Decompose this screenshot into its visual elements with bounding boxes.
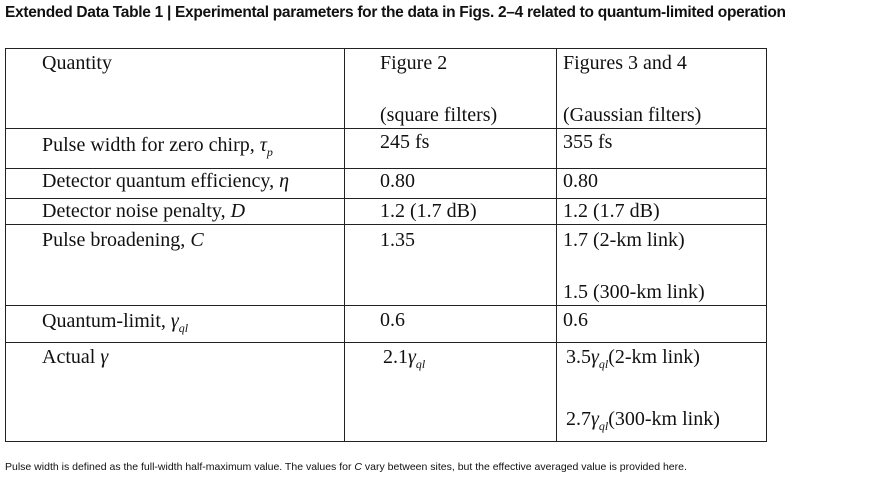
text: Pulse width for zero chirp, <box>42 134 260 156</box>
cell: Actual γ <box>42 345 108 369</box>
cell: 355 fs <box>563 131 613 153</box>
cell: 1.35 <box>380 229 415 251</box>
text: (2-km link) <box>608 346 700 368</box>
header-cell: Figures 3 and 4 <box>563 52 687 74</box>
subscript: ql <box>598 357 609 371</box>
cell: 0.6 <box>563 309 588 331</box>
cell: Detector quantum efficiency, η <box>42 169 289 193</box>
header-cell: (square filters) <box>380 104 498 126</box>
text: vary between sites, but the effective av… <box>361 461 687 473</box>
cell: Detector noise penalty, D <box>42 199 245 223</box>
cell: 2.1γql <box>383 345 426 371</box>
cell: 1.5 (300-km link) <box>563 281 705 303</box>
cell: 3.5γql(2-km link) <box>566 345 700 371</box>
symbol: γ <box>408 346 416 368</box>
symbol: γ <box>591 346 599 368</box>
text: Pulse broadening, <box>42 229 191 251</box>
text: 2.1 <box>383 346 408 368</box>
text: Quantum-limit, <box>42 310 171 332</box>
text: 3.5 <box>566 346 591 368</box>
cell: 0.80 <box>563 170 598 192</box>
cell: 1.7 (2-km link) <box>563 229 685 251</box>
text: Detector quantum efficiency, <box>42 170 280 192</box>
text: 2.7 <box>566 408 591 430</box>
symbol: γ <box>170 310 179 332</box>
cell: 0.80 <box>380 170 415 192</box>
cell: 1.2 (1.7 dB) <box>563 200 660 222</box>
cell: 1.2 (1.7 dB) <box>380 200 477 222</box>
cell: 2.7γql(300-km link) <box>566 407 720 433</box>
symbol: γ <box>100 346 109 368</box>
subscript: p <box>266 145 273 159</box>
symbol: C <box>354 461 362 473</box>
table-border <box>5 48 767 442</box>
symbol: γ <box>591 408 599 430</box>
cell: Quantum-limit, γql <box>42 309 189 335</box>
symbol: C <box>190 229 204 251</box>
subscript: ql <box>598 419 609 433</box>
subscript: ql <box>178 321 189 335</box>
header-cell: Figure 2 <box>380 52 448 74</box>
header-cell: Quantity <box>42 52 112 74</box>
symbol: η <box>279 170 290 192</box>
cell: Pulse width for zero chirp, τp <box>42 133 273 159</box>
table-title: Extended Data Table 1 | Experimental par… <box>5 4 786 21</box>
cell: 245 fs <box>380 131 430 153</box>
text: Detector noise penalty, <box>42 200 231 222</box>
subscript: ql <box>415 357 426 371</box>
text: Pulse width is defined as the full-width… <box>5 461 355 473</box>
text: Actual <box>42 346 101 368</box>
footnote: Pulse width is defined as the full-width… <box>5 461 687 473</box>
cell: Pulse broadening, C <box>42 228 204 252</box>
symbol: D <box>230 200 246 222</box>
cell: 0.6 <box>380 309 405 331</box>
header-cell: (Gaussian filters) <box>563 104 702 126</box>
symbol: τ <box>259 134 267 156</box>
text: (300-km link) <box>608 408 720 430</box>
